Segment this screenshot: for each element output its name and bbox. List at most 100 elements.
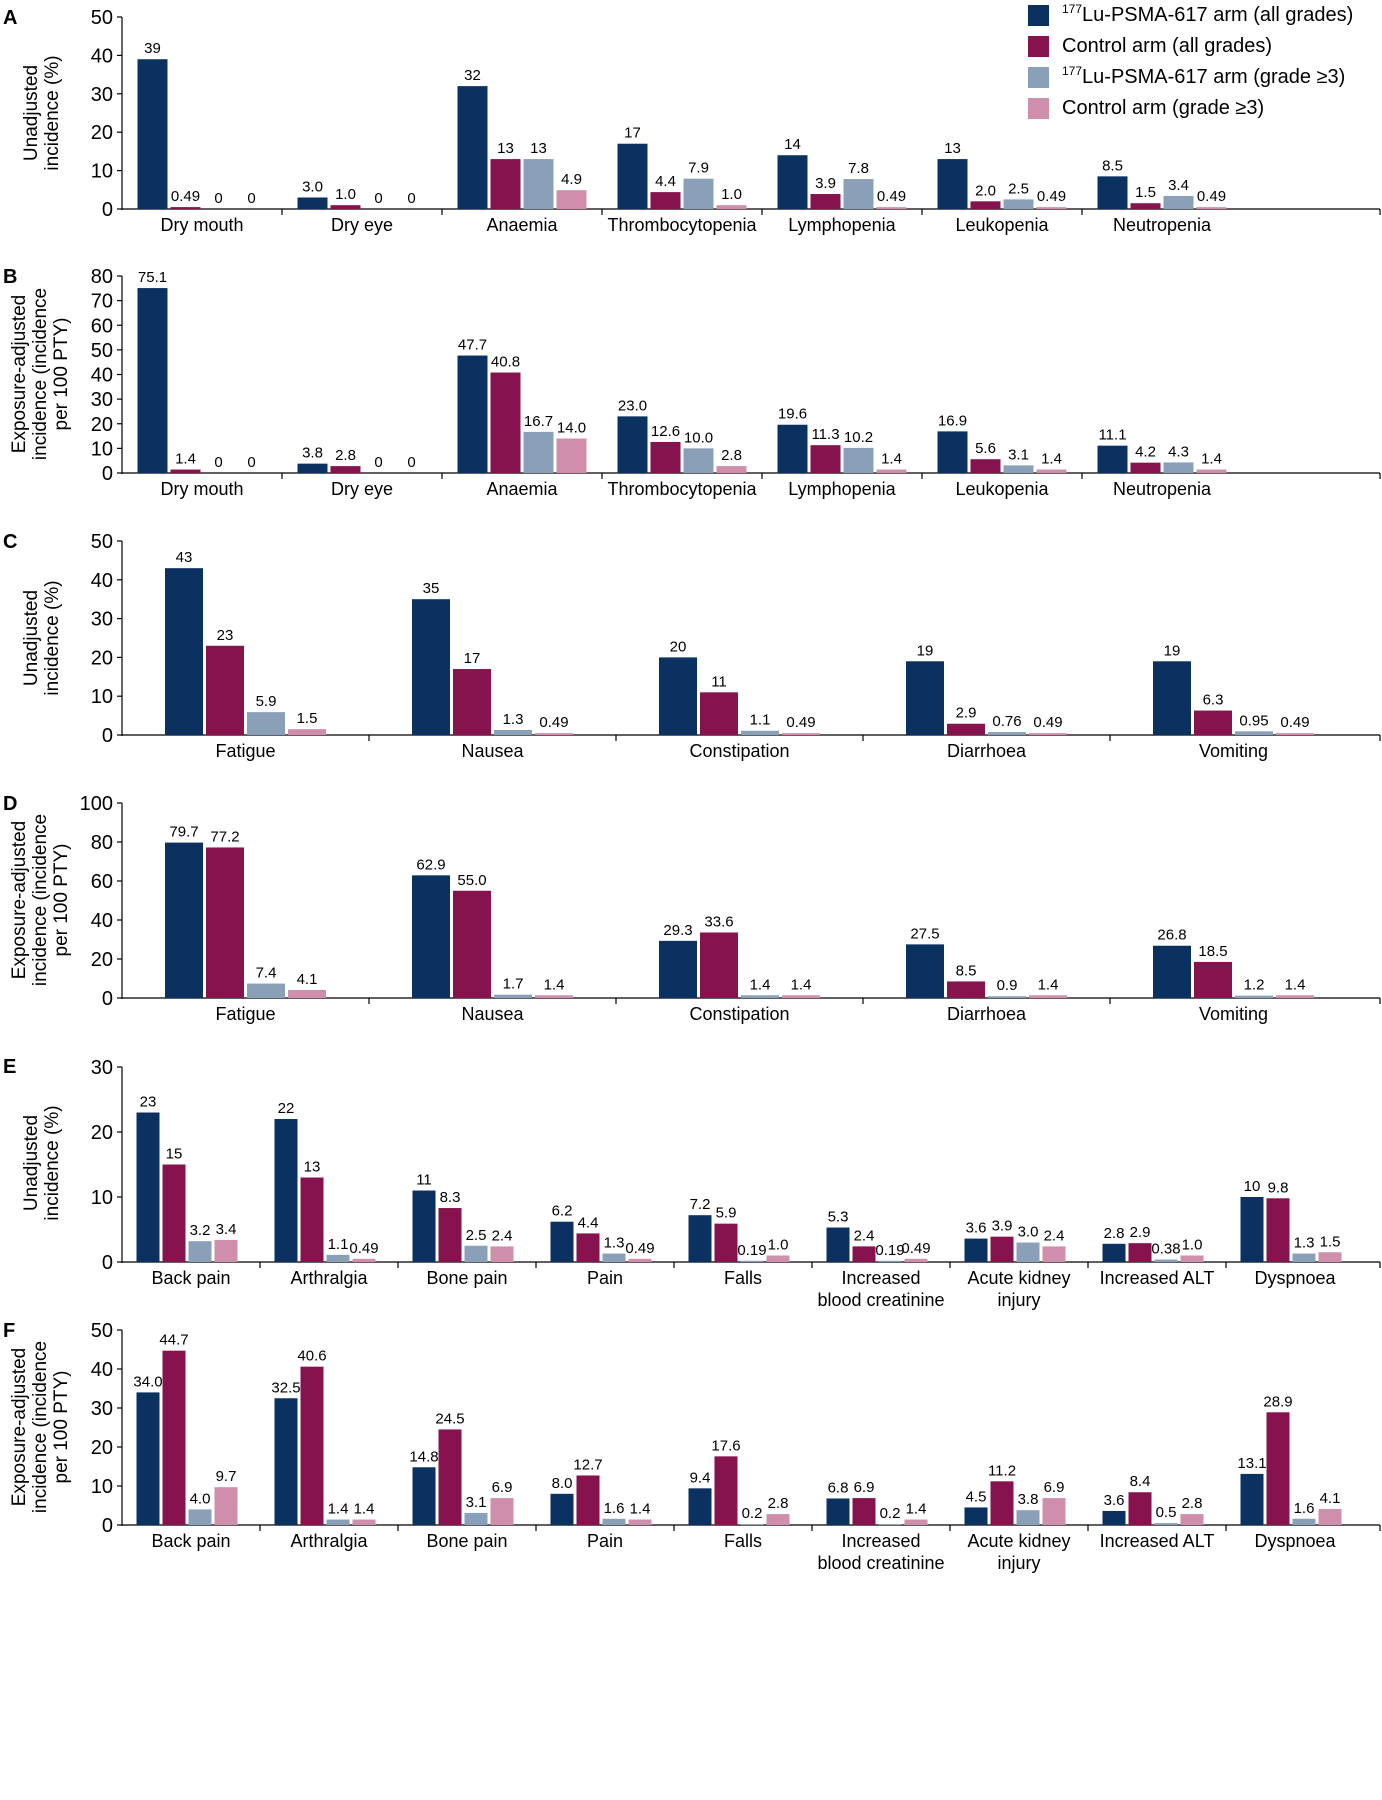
panel-f-data-label: 1.4 xyxy=(354,1501,375,1518)
panel-f-data-label: 9.7 xyxy=(216,1468,237,1485)
panel-a-bar xyxy=(556,190,587,209)
legend-swatch-lu-grade3 xyxy=(1028,67,1049,88)
panel-c-bar xyxy=(700,692,738,735)
panel-b-bar xyxy=(556,438,587,473)
panel-c-data-label: 11 xyxy=(711,673,727,690)
panel-e-data-label: 23 xyxy=(140,1094,157,1111)
panel-d-bar xyxy=(494,994,532,998)
panel-b-data-label: 5.6 xyxy=(975,440,996,457)
panel-c-bar xyxy=(288,729,326,735)
panel-d-data-label: 0.9 xyxy=(997,977,1018,994)
panel-e-bar xyxy=(214,1239,238,1262)
panel-c-ylabel-line: incidence (%) xyxy=(42,580,63,695)
panel-f-ylabel-line: per 100 PTY) xyxy=(51,1371,72,1484)
panel-e-data-label: 2.8 xyxy=(1104,1225,1125,1242)
panel-f-bar xyxy=(602,1518,626,1525)
panel-e-data-label: 2.4 xyxy=(1044,1227,1065,1244)
panel-e-data-label: 13 xyxy=(304,1159,321,1176)
panel-a-category-label: Anaemia xyxy=(486,215,558,235)
panel-f-data-label: 3.6 xyxy=(1104,1492,1125,1509)
panel-b-data-label: 10.0 xyxy=(684,429,713,446)
panel-e-bar xyxy=(714,1223,738,1262)
panel-e-bar xyxy=(740,1260,764,1262)
panel-e-data-label: 15 xyxy=(166,1146,183,1163)
panel-f-bar xyxy=(628,1519,652,1525)
panel-f-category-label: blood creatinine xyxy=(817,1553,944,1573)
panel-e-bar xyxy=(826,1227,850,1262)
panel-d-bar xyxy=(1029,995,1067,998)
panel-f-data-label: 1.4 xyxy=(328,1501,349,1518)
panel-c-bar xyxy=(206,645,244,735)
panel-e-data-label: 1.0 xyxy=(1182,1237,1203,1254)
panel-a-y-tick-label: 40 xyxy=(91,45,113,67)
panel-c-y-tick-label: 20 xyxy=(91,647,113,669)
panel-b-y-tick-label: 70 xyxy=(91,291,113,313)
panel-a-data-label: 1.0 xyxy=(721,186,742,203)
panel-c-y-tick-label: 40 xyxy=(91,570,113,592)
panel-d-data-label: 33.6 xyxy=(704,913,733,930)
panel-b-data-label: 0 xyxy=(374,454,382,471)
panel-f-bar xyxy=(1102,1510,1126,1525)
panel-e-bar xyxy=(1128,1243,1152,1262)
panel-b-bar xyxy=(170,469,201,473)
panel-b-data-label: 12.6 xyxy=(651,423,680,440)
panel-f-bar xyxy=(1128,1492,1152,1525)
panel-a-bar xyxy=(970,201,1001,209)
panel-f-data-label: 1.4 xyxy=(630,1501,651,1518)
panel-c-data-label: 1.1 xyxy=(750,712,771,729)
panel-e-bar xyxy=(1292,1253,1316,1262)
panel-f-bar xyxy=(490,1498,514,1525)
panel-e-data-label: 22 xyxy=(278,1100,295,1117)
panel-b-bar xyxy=(330,466,361,473)
panel-a-data-label: 2.5 xyxy=(1008,180,1029,197)
panel-a-bar xyxy=(137,59,168,209)
panel-a-bar xyxy=(1036,207,1067,209)
panel-a-bar xyxy=(716,205,747,209)
panel-b-data-label: 10.2 xyxy=(844,429,873,446)
panel-b-data-label: 1.4 xyxy=(881,451,902,468)
panel-c-bar xyxy=(453,669,491,735)
panel-f-bar xyxy=(1180,1514,1204,1525)
panel-e-bar xyxy=(990,1236,1014,1262)
panel-c-bar xyxy=(906,661,944,735)
panel-e-bar xyxy=(464,1245,488,1262)
legend-item-lu-all: 177Lu-PSMA-617 arm (all grades) xyxy=(1028,2,1378,33)
panel-f-data-label: 4.5 xyxy=(966,1488,987,1505)
panel-e-bar xyxy=(1102,1243,1126,1262)
panel-b-data-label: 2.8 xyxy=(335,447,356,464)
panel-f-bar xyxy=(1240,1473,1264,1525)
panel-b-y-tick-label: 40 xyxy=(91,365,113,387)
panel-e-data-label: 5.3 xyxy=(828,1209,849,1226)
panel-b-y-tick-label: 0 xyxy=(102,463,113,485)
panel-d-y-tick-label: 40 xyxy=(91,910,113,932)
panel-e-bar xyxy=(904,1258,928,1262)
panel-b-y-tick-label: 20 xyxy=(91,414,113,436)
panel-e-bar xyxy=(628,1258,652,1262)
panel-b-ylabel-line: incidence (incidence xyxy=(30,288,51,460)
panel-d-data-label: 26.8 xyxy=(1157,927,1186,944)
panel-e-bar xyxy=(188,1241,212,1262)
panel-b-data-label: 23.0 xyxy=(618,397,647,414)
panel-e-data-label: 11 xyxy=(416,1172,432,1189)
panel-e-data-label: 1.3 xyxy=(604,1235,625,1252)
panel-f-data-label: 32.5 xyxy=(271,1379,300,1396)
panel-b-bar xyxy=(490,372,521,473)
panel-a-data-label: 3.0 xyxy=(302,178,323,195)
panel-d-bar xyxy=(247,983,285,998)
panel-b-bar xyxy=(970,459,1001,473)
panel-a-bar xyxy=(1196,207,1227,209)
panel-e-bar xyxy=(490,1246,514,1262)
panel-f-data-label: 9.4 xyxy=(690,1469,711,1486)
panel-a-bar xyxy=(843,179,874,209)
panel-f-y-tick-label: 50 xyxy=(91,1320,113,1342)
panel-f-bar xyxy=(688,1488,712,1525)
panel-e-category-label: Back pain xyxy=(151,1268,230,1288)
panel-d-data-label: 8.5 xyxy=(956,962,977,979)
panel-e-category-label: Increased xyxy=(841,1268,920,1288)
panel-e-bar xyxy=(1318,1252,1342,1262)
panel-e-bar xyxy=(688,1215,712,1262)
panel-d-bar xyxy=(1194,961,1232,998)
panel-c-y-tick-label: 10 xyxy=(91,686,113,708)
legend-swatch-lu-all xyxy=(1028,5,1049,26)
